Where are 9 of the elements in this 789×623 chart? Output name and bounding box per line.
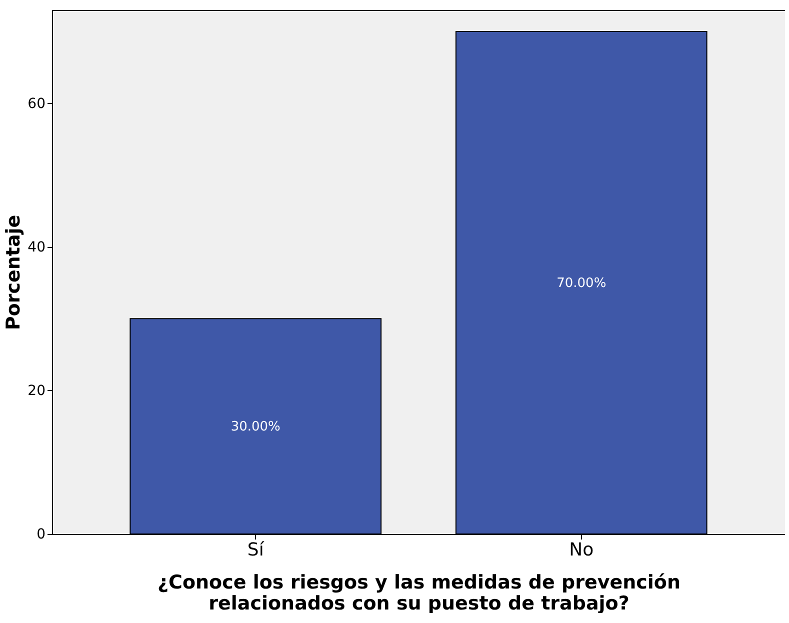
x-tick-label: No: [569, 540, 594, 560]
data-label: 30.00%: [230, 419, 280, 434]
data-label: 70.00%: [556, 276, 606, 291]
y-axis-title: Porcentaje: [2, 214, 25, 330]
y-tick-label: 60: [28, 96, 46, 112]
y-tick-label: 0: [36, 526, 46, 542]
x-tick-label: Sí: [247, 540, 265, 560]
y-tick-label: 20: [28, 382, 46, 399]
y-tick-label: 40: [28, 239, 46, 256]
